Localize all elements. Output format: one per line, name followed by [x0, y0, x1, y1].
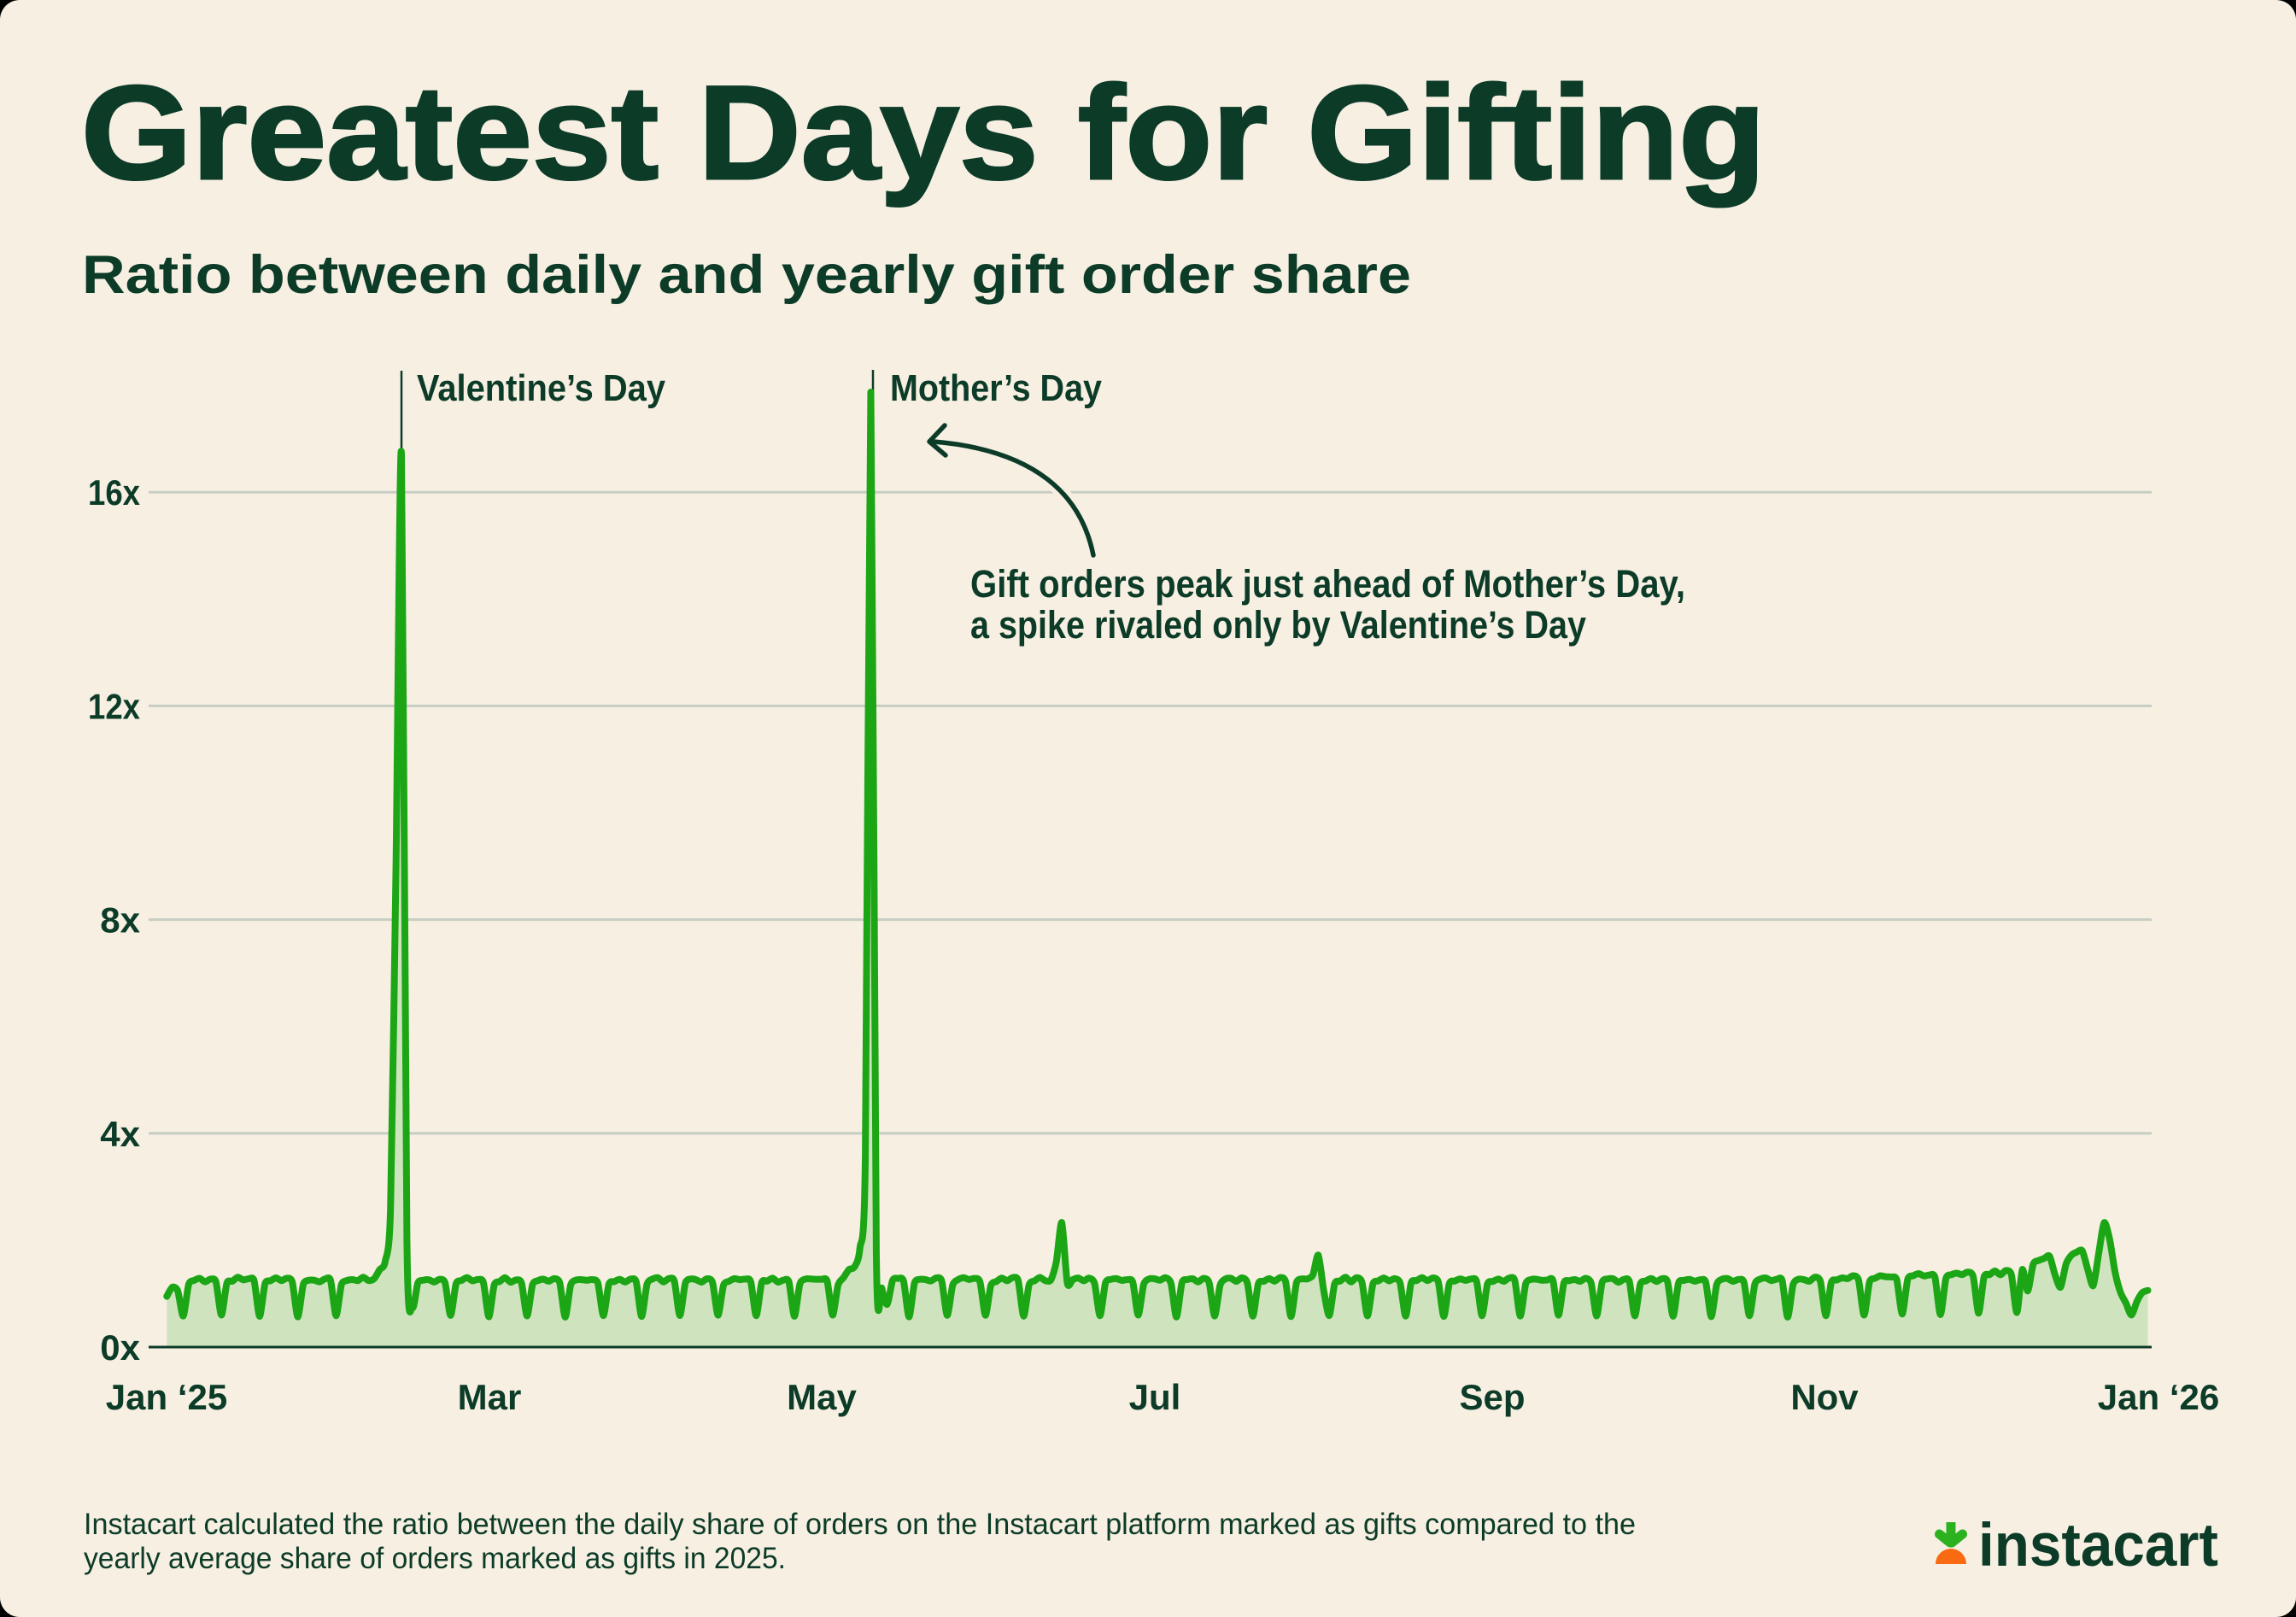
svg-text:Sep: Sep [1459, 1377, 1525, 1417]
svg-text:Mar: Mar [458, 1377, 522, 1417]
svg-text:Nov: Nov [1790, 1377, 1859, 1417]
svg-text:Mother’s Day: Mother’s Day [890, 367, 1102, 409]
svg-text:Ratio between daily and yearly: Ratio between daily and yearly gift orde… [82, 245, 1411, 305]
svg-text:4x: 4x [100, 1114, 140, 1154]
svg-text:Jul: Jul [1129, 1377, 1181, 1417]
svg-text:Greatest Days for Gifting: Greatest Days for Gifting [81, 59, 1766, 208]
svg-text:May: May [787, 1377, 857, 1417]
svg-text:Jan ‘26: Jan ‘26 [2098, 1377, 2219, 1417]
svg-text:16x: 16x [88, 472, 141, 513]
svg-text:instacart: instacart [1978, 1512, 2218, 1579]
svg-text:a spike rivaled only by Valent: a spike rivaled only by Valentine’s Day [970, 603, 1586, 647]
svg-text:0x: 0x [100, 1327, 140, 1368]
svg-text:8x: 8x [100, 900, 140, 940]
svg-text:yearly average share of orders: yearly average share of orders marked as… [84, 1542, 786, 1575]
svg-text:Valentine’s Day: Valentine’s Day [417, 367, 665, 409]
svg-text:12x: 12x [88, 686, 141, 726]
svg-text:Instacart calculated the ratio: Instacart calculated the ratio between t… [84, 1508, 1636, 1541]
svg-text:Jan ‘25: Jan ‘25 [106, 1377, 227, 1417]
svg-text:Gift orders peak just ahead of: Gift orders peak just ahead of Mother’s … [970, 562, 1685, 606]
